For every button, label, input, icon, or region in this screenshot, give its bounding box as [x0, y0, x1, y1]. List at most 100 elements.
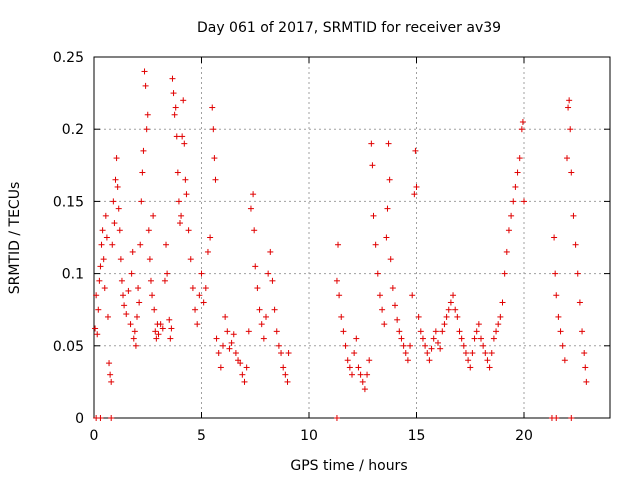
data-point: [149, 292, 156, 299]
data-point: [169, 75, 176, 82]
data-point: [582, 364, 589, 371]
data-point: [131, 328, 138, 335]
data-point: [132, 342, 139, 349]
data-point: [139, 169, 146, 176]
data-point: [402, 350, 409, 357]
data-point: [204, 248, 211, 255]
data-point: [488, 350, 495, 357]
data-point: [567, 126, 574, 133]
data-point: [134, 313, 140, 320]
data-point: [385, 140, 392, 147]
data-point: [480, 342, 487, 349]
data-point: [267, 248, 274, 255]
data-point: [147, 277, 154, 284]
x-axis-label: GPS time / hours: [290, 458, 407, 474]
data-point: [187, 256, 194, 263]
data-point: [95, 306, 102, 313]
data-point: [574, 270, 581, 277]
data-point: [243, 364, 250, 371]
data-point: [273, 328, 280, 335]
data-point: [256, 306, 263, 313]
data-point: [92, 325, 99, 332]
data-point: [150, 212, 157, 219]
data-point: [101, 285, 108, 292]
data-point: [114, 183, 121, 190]
data-point: [210, 126, 217, 133]
data-point: [159, 325, 166, 332]
data-point: [143, 126, 150, 133]
data-point: [432, 328, 439, 335]
data-point: [361, 386, 368, 393]
data-point: [94, 331, 101, 338]
data-point: [284, 378, 291, 385]
data-point: [109, 241, 116, 248]
data-point: [93, 292, 100, 299]
data-point: [437, 345, 444, 352]
data-point: [130, 335, 137, 342]
data-point: [269, 277, 276, 284]
data-point: [369, 162, 376, 169]
data-point: [404, 357, 411, 364]
data-point: [415, 313, 422, 320]
data-point: [142, 82, 149, 89]
data-point: [392, 302, 398, 309]
data-point: [226, 345, 233, 352]
data-point: [152, 328, 159, 335]
data-point: [355, 364, 362, 371]
data-point: [220, 342, 226, 349]
data-point: [389, 285, 396, 292]
data-point: [140, 147, 147, 154]
data-point: [118, 277, 125, 284]
data-point: [581, 350, 588, 357]
grid-lines: [94, 57, 610, 418]
data-point: [452, 306, 459, 313]
data-point: [565, 104, 572, 111]
data-point: [333, 415, 340, 421]
data-point: [374, 270, 381, 277]
data-point: [129, 248, 136, 255]
data-point: [232, 350, 239, 357]
data-point: [370, 212, 377, 219]
y-tick-label: 0: [75, 411, 84, 427]
data-point: [182, 176, 189, 183]
data-point: [161, 277, 168, 284]
data-point: [121, 302, 128, 309]
y-tick-label: 0.05: [53, 339, 84, 355]
data-point: [196, 292, 203, 299]
data-point: [250, 191, 257, 198]
data-point: [155, 331, 162, 338]
data-point: [228, 339, 235, 346]
data-point: [576, 299, 583, 306]
data-point: [335, 241, 342, 248]
data-point: [439, 328, 446, 335]
data-point: [551, 234, 558, 241]
data-point: [200, 299, 207, 306]
data-point: [192, 306, 199, 313]
data-point: [349, 371, 355, 378]
data-point: [116, 227, 123, 234]
data-point: [168, 325, 175, 332]
data-point: [499, 299, 506, 306]
data-point: [280, 364, 287, 371]
data-point: [282, 371, 289, 378]
data-point: [357, 371, 364, 378]
data-point: [167, 335, 174, 342]
data-point: [96, 277, 103, 284]
data-point: [428, 345, 435, 352]
data-point: [194, 321, 201, 328]
y-tick-label: 0.25: [53, 50, 84, 66]
data-point: [275, 342, 282, 349]
x-tick-label: 20: [515, 428, 533, 444]
data-point: [514, 169, 521, 176]
data-point: [111, 220, 118, 227]
data-point: [120, 292, 127, 299]
data-point: [450, 292, 457, 299]
data-point: [381, 321, 388, 328]
data-point: [157, 321, 164, 328]
data-point: [426, 357, 433, 364]
data-point: [407, 342, 414, 349]
data-point: [97, 263, 104, 270]
data-point: [215, 350, 222, 357]
data-point: [340, 328, 347, 335]
data-point: [364, 371, 371, 378]
